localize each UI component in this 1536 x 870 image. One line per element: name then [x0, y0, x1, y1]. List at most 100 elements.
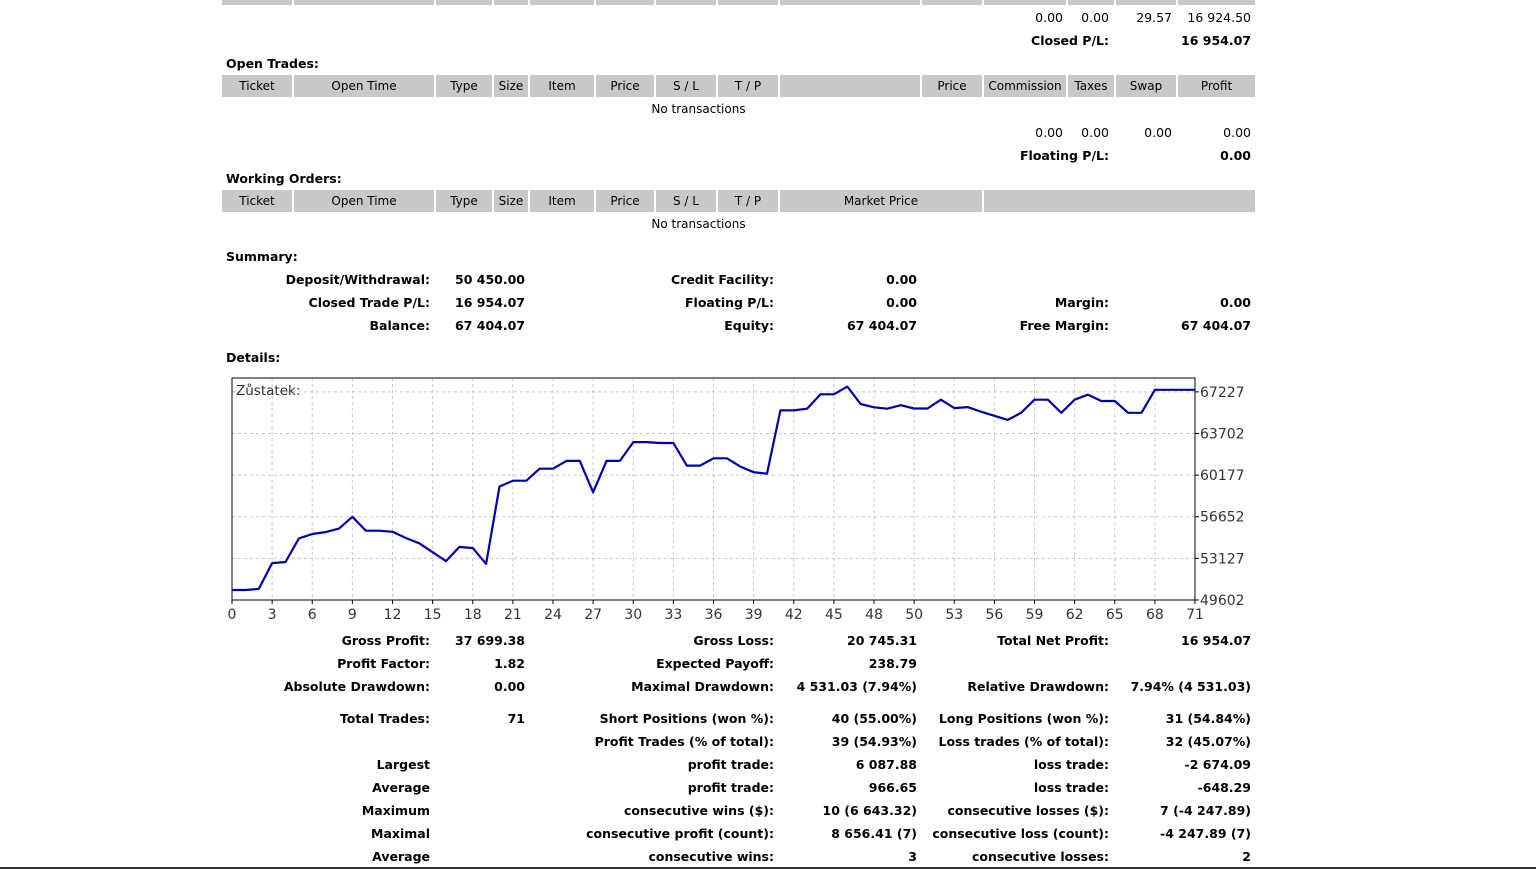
summary-v2-row-0: 0.00 [886, 272, 917, 287]
col-open-time: Open Time [294, 190, 436, 212]
x-tick-label: 71 [1186, 607, 1204, 623]
details-v3-row-3: 31 (54.84%) [1165, 711, 1251, 726]
x-tick-label: 59 [1026, 607, 1044, 623]
col-item: Item [530, 190, 596, 212]
summary-v2-row-1: 0.00 [886, 295, 917, 310]
y-tick-label: 63702 [1200, 426, 1245, 442]
open-trades-empty: No transactions [651, 102, 746, 116]
summary-v1-row-0: 50 450.00 [455, 272, 525, 287]
details-l3-row-0: Total Net Profit: [997, 633, 1109, 648]
x-tick-label: 18 [464, 607, 482, 623]
col-open-time: Open Time [294, 75, 436, 97]
open-trades-title: Open Trades: [226, 56, 319, 71]
details-v2-row-2: 4 531.03 (7.94%) [796, 679, 917, 694]
details-l2-row-1: Expected Payoff: [656, 656, 774, 671]
open-swap-total: 0.00 [1144, 125, 1172, 140]
closed-commission-total: 0.00 [1035, 10, 1063, 25]
col-size: Size [494, 75, 530, 97]
details-l2-row-9: consecutive wins: [648, 849, 774, 864]
details-l3-row-6: loss trade: [1033, 780, 1109, 795]
details-l1-row-1: Profit Factor: [337, 656, 430, 671]
details-v2-row-4: 39 (54.93%) [831, 734, 917, 749]
details-v1-row-2: 0.00 [494, 679, 525, 694]
details-v2-row-6: 966.65 [868, 780, 917, 795]
closed-taxes-total: 0.00 [1081, 10, 1109, 25]
details-v3-row-4: 32 (45.07%) [1165, 734, 1251, 749]
details-l2-row-4: Profit Trades (% of total): [594, 734, 774, 749]
balance-chart: 0 3 6 9 12 15 18 21 24 27 30 33 36 39 42 45 48 50 53 56 59 62… [228, 377, 1245, 623]
details-l1-row-8: Maximal [371, 826, 430, 841]
summary-l1-row-2: Balance: [369, 318, 430, 333]
x-tick-label: 33 [664, 607, 682, 623]
details-l2-row-3: Short Positions (won %): [599, 711, 774, 726]
summary-v2-row-2: 67 404.07 [847, 318, 917, 333]
working-orders-empty: No transactions [651, 217, 746, 231]
details-l3-row-8: consecutive loss (count): [932, 826, 1109, 841]
col-sl: S / L [656, 190, 718, 212]
details-l1-row-9: Average [372, 849, 430, 864]
closed-trades-header-remnant [222, 0, 1255, 5]
details-v2-row-8: 8 656.41 (7) [831, 826, 917, 841]
closed-pl-label: Closed P/L: [1031, 33, 1109, 48]
balance-line [232, 385, 1195, 592]
details-l2-row-7: consecutive wins ($): [623, 803, 774, 818]
col-price: Price [596, 75, 656, 97]
x-tick-label: 45 [825, 607, 843, 623]
x-tick-label: 50 [905, 607, 923, 623]
y-tick-label: 60177 [1200, 468, 1245, 484]
x-tick-label: 24 [544, 607, 562, 623]
col-item: Item [530, 75, 596, 97]
col-type: Type [436, 190, 494, 212]
col-blank [984, 190, 1255, 212]
open-trades-header: Ticket Open Time Type Size Item Price S … [222, 75, 1255, 97]
col-size: Size [494, 190, 530, 212]
x-tick-label: 3 [268, 607, 277, 623]
details-l1-row-7: Maximum [361, 803, 430, 818]
working-orders-title: Working Orders: [226, 171, 342, 186]
x-tick-label: 48 [865, 607, 883, 623]
summary-v1-row-2: 67 404.07 [455, 318, 525, 333]
col-market-price: Market Price [780, 190, 984, 212]
details-l2-row-6: profit trade: [687, 780, 774, 795]
x-tick-label: 42 [785, 607, 803, 623]
summary-l1-row-0: Deposit/Withdrawal: [285, 272, 430, 287]
y-tick-label: 56652 [1200, 510, 1245, 526]
x-tick-label: 65 [1106, 607, 1124, 623]
details-v2-row-1: 238.79 [868, 656, 917, 671]
open-profit-total: 0.00 [1223, 125, 1251, 140]
x-tick-label: 0 [228, 607, 237, 623]
summary-l2-row-0: Credit Facility: [670, 272, 774, 287]
x-tick-label: 6 [308, 607, 317, 623]
details-l3-row-5: loss trade: [1033, 757, 1109, 772]
details-l3-row-4: Loss trades (% of total): [938, 734, 1109, 749]
bottom-border [0, 867, 1536, 869]
details-l2-row-0: Gross Loss: [693, 633, 774, 648]
details-v1-row-1: 1.82 [494, 656, 525, 671]
details-v3-row-8: -4 247.89 (7) [1160, 826, 1251, 841]
col-close-price: Price [922, 75, 984, 97]
x-tick-label: 53 [945, 607, 963, 623]
x-tick-label: 9 [348, 607, 357, 623]
details-v3-row-7: 7 (-4 247.89) [1160, 803, 1251, 818]
details-v3-row-6: -648.29 [1197, 780, 1251, 795]
floating-pl-value: 0.00 [1220, 148, 1251, 163]
x-tick-label: 36 [705, 607, 723, 623]
details-l1-row-5: Largest [376, 757, 430, 772]
x-tick-label: 68 [1146, 607, 1164, 623]
col-commission: Commission [984, 75, 1068, 97]
summary-l2-row-2: Equity: [724, 318, 774, 333]
details-l1-row-6: Average [372, 780, 430, 795]
details-v2-row-5: 6 087.88 [855, 757, 917, 772]
details-l3-row-9: consecutive losses: [971, 849, 1109, 864]
details-l3-row-7: consecutive losses ($): [947, 803, 1109, 818]
details-v2-row-7: 10 (6 643.32) [822, 803, 917, 818]
summary-l1-row-1: Closed Trade P/L: [308, 295, 430, 310]
details-title: Details: [226, 350, 281, 365]
x-tick-label: 21 [504, 607, 522, 623]
details-v3-row-9: 2 [1242, 849, 1251, 864]
col-tp: T / P [718, 75, 780, 97]
col-taxes: Taxes [1068, 75, 1116, 97]
details-l1-row-3: Total Trades: [339, 711, 430, 726]
col-sl: S / L [656, 75, 718, 97]
col-price: Price [596, 190, 656, 212]
